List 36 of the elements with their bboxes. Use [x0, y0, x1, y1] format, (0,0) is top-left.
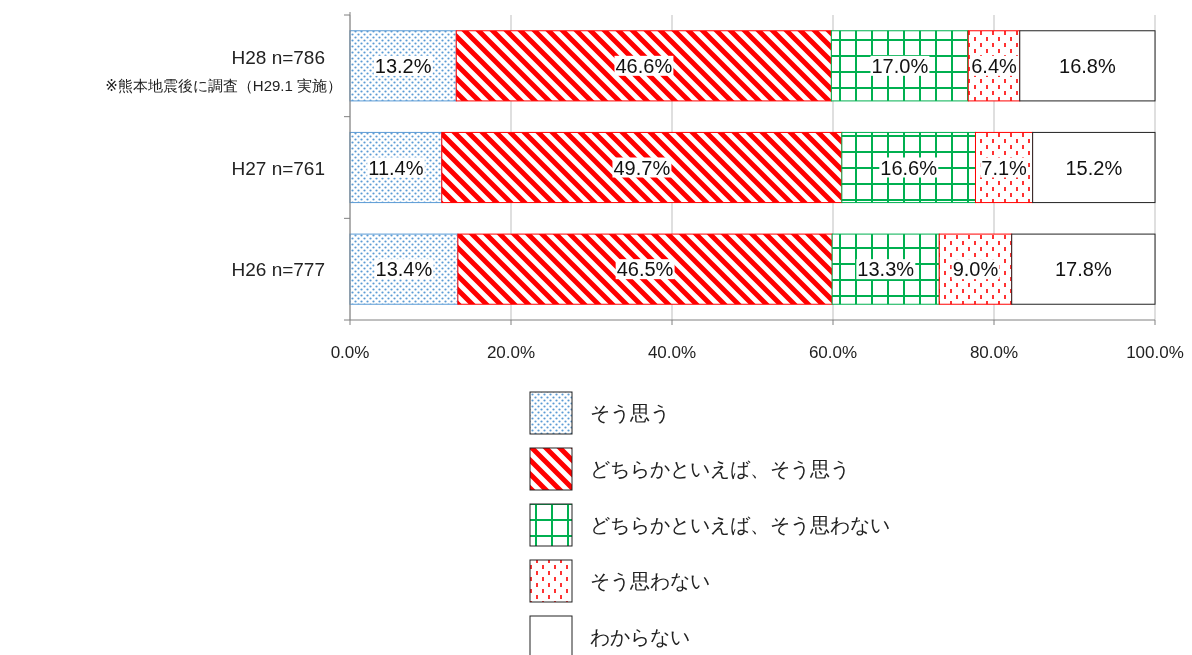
- bar: [441, 131, 843, 204]
- bar: [1011, 233, 1156, 305]
- bar: [1032, 131, 1156, 204]
- bar: [841, 131, 976, 204]
- legend-label: どちらかといえば、そう思わない: [590, 514, 890, 536]
- data-label: 15.2%: [1065, 156, 1123, 179]
- legend-label: そう思う: [590, 402, 670, 424]
- data-label: 46.6%: [615, 54, 673, 77]
- bar: [457, 233, 833, 305]
- x-tick-label: 80.0%: [969, 343, 1019, 362]
- y-tick-label: H26 n=777: [231, 259, 325, 281]
- text: ※熊本地震後に調査（H29.1 実施）: [105, 76, 342, 94]
- x-tick-label: 100.0%: [1126, 343, 1184, 362]
- legend-label: そう思わない: [590, 570, 710, 592]
- data-label: 9.0%: [952, 258, 999, 281]
- x-tick-label: 40.0%: [647, 343, 697, 362]
- data-label: 11.4%: [368, 156, 424, 179]
- data-label: 17.8%: [1055, 258, 1112, 281]
- data-label: 49.7%: [613, 156, 671, 179]
- data-label: 46.5%: [616, 258, 674, 281]
- data-label: 13.4%: [375, 258, 433, 281]
- bar: [455, 30, 832, 102]
- data-label: 16.8%: [1059, 54, 1116, 77]
- y-tick-label: H27 n=761: [231, 157, 325, 179]
- data-label: 13.2%: [374, 54, 432, 77]
- data-label: 7.1%: [981, 156, 1028, 179]
- x-tick-label: 60.0%: [808, 343, 858, 362]
- legend-label: わからない: [590, 626, 690, 648]
- legend-label: どちらかといえば、そう思う: [590, 458, 850, 480]
- y-tick-label: H28 n=786: [231, 46, 325, 68]
- data-label: 16.6%: [880, 156, 938, 179]
- x-tick-label: 0.0%: [330, 343, 370, 362]
- data-label: 13.3%: [857, 258, 915, 281]
- data-label: 17.0%: [871, 54, 929, 77]
- data-label: 6.4%: [971, 54, 1018, 77]
- x-tick-label: 20.0%: [486, 343, 536, 362]
